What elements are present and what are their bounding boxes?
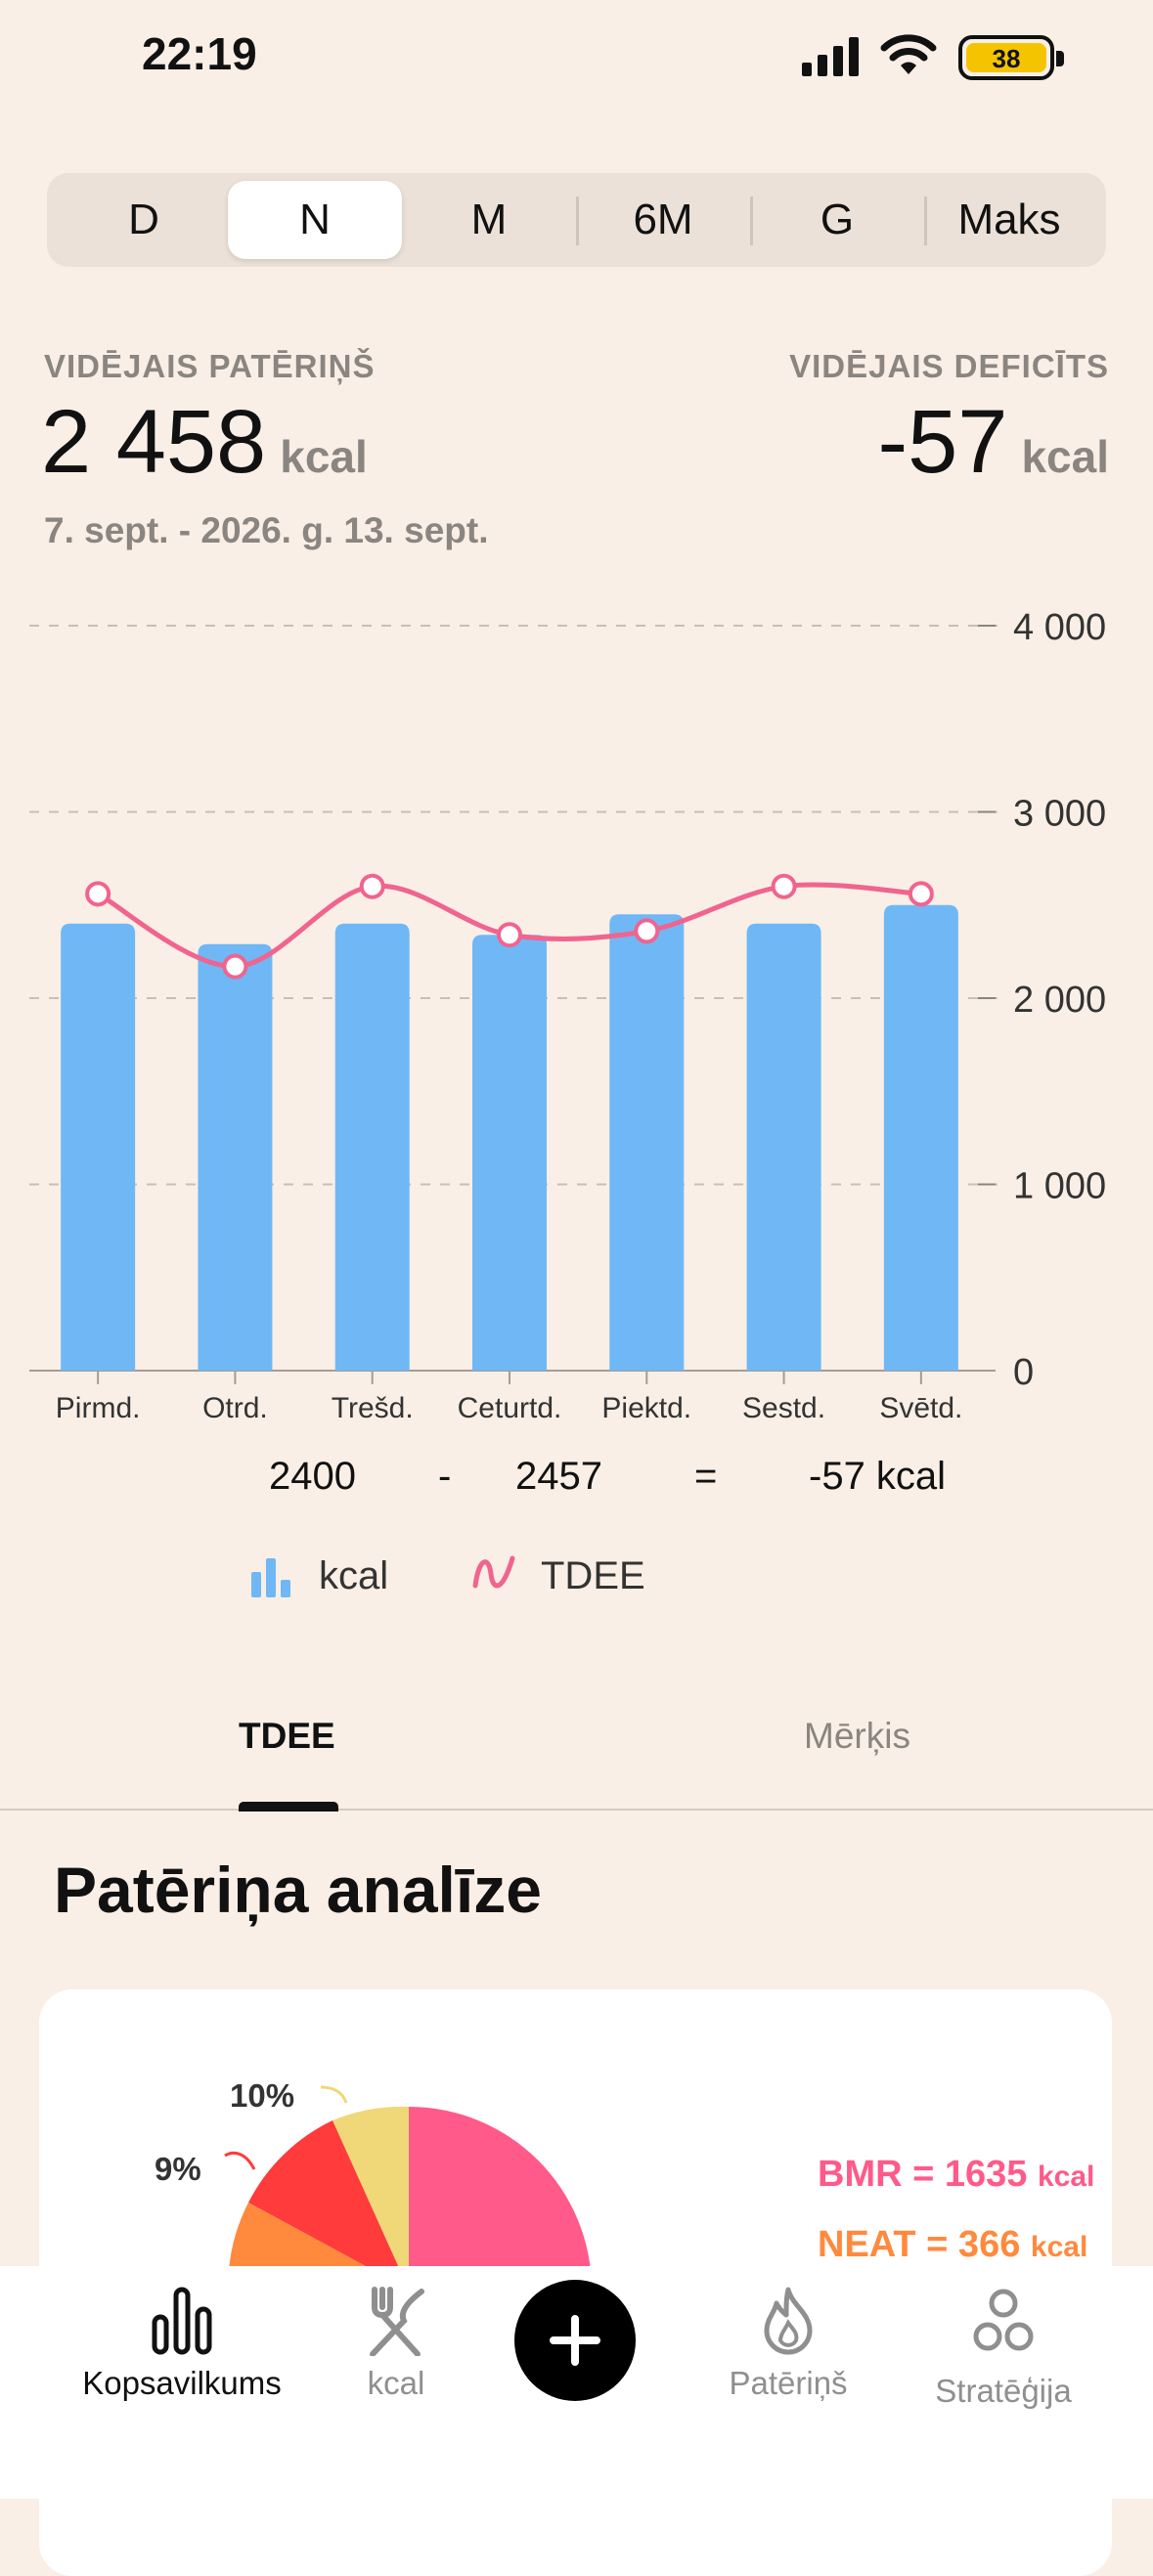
section-title: Patēriņa analīze (54, 1854, 542, 1926)
neat-legend: NEAT = 366 kcal (818, 2224, 1088, 2265)
flame-icon (764, 2287, 813, 2355)
pie-slice-9pct (248, 2120, 406, 2283)
battery-level: 38 (992, 44, 1021, 73)
tab-indicator (239, 1802, 338, 1812)
nav-item-strategy[interactable]: Stratēģija (888, 2266, 1119, 2410)
x-tick-label: Otrd. (202, 1392, 268, 1424)
plus-icon (550, 2315, 600, 2366)
y-tick-label: 0 (1013, 1352, 1034, 1393)
pie-slice-bmr (409, 2107, 592, 2283)
intake-chart: 4 000 3 000 2 000 1 000 0 Pirmd. Otrd. Trešd. Ce… (29, 607, 1106, 1424)
nav-item-kcal[interactable]: kcal (281, 2266, 511, 2402)
pie-label-9pct: 9% (155, 2151, 201, 2187)
nav-item-summary[interactable]: Kopsavilkums (67, 2266, 297, 2402)
tdee-point-Sestd. (771, 873, 797, 899)
tdee-point-Svētd. (908, 881, 934, 907)
nav-item-intake[interactable]: Patēriņš (673, 2266, 904, 2402)
period-option-g[interactable]: G (820, 196, 855, 243)
summary-icon (152, 2287, 212, 2355)
bar-Svētd. (883, 904, 958, 1371)
line-chart-legend-icon (472, 1555, 515, 1589)
bar-Ceturtd. (472, 935, 547, 1371)
nav-label-summary: Kopsavilkums (82, 2365, 282, 2401)
period-option-m[interactable]: M (470, 196, 508, 243)
period-option-maks[interactable]: Maks (957, 196, 1061, 243)
period-option-d[interactable]: D (128, 196, 159, 243)
equation-result: -57 kcal (809, 1455, 947, 1498)
avg-intake-label: VIDĒJAIS PATĒRIŅŠ (44, 348, 376, 384)
status-time: 22:19 (142, 28, 257, 79)
nav-label-strategy: Stratēģija (935, 2373, 1072, 2409)
nav-label-kcal: kcal (367, 2365, 425, 2401)
y-tick-label: 1 000 (1013, 1166, 1106, 1207)
x-tick-label: Trešd. (332, 1392, 414, 1424)
wifi-icon (880, 34, 937, 74)
tdee-point-Pirmd. (85, 881, 111, 907)
tab-goal[interactable]: Mērķis (804, 1716, 910, 1756)
equation-tdee: 2457 (515, 1455, 602, 1498)
battery-icon: 38 (958, 35, 1064, 80)
equation-equals: = (694, 1455, 718, 1498)
date-range: 7. sept. - 2026. g. 13. sept. (44, 510, 489, 550)
period-selector: D N M 6M G Maks (47, 173, 1106, 267)
equation-minus: - (438, 1455, 452, 1498)
tdee-point-Piektd. (634, 918, 660, 944)
bar-chart-legend-icon (251, 1558, 290, 1597)
fork-knife-icon (370, 2287, 424, 2357)
tdee-point-Trešd. (359, 873, 385, 899)
bar-Trešd. (334, 923, 410, 1371)
signal-icon (802, 37, 859, 76)
x-tick-label: Sestd. (742, 1392, 825, 1424)
intake-pie-chart (224, 2085, 592, 2283)
y-tick-label: 4 000 (1013, 607, 1106, 648)
period-option-n[interactable]: N (228, 181, 402, 259)
x-tick-label: Svētd. (879, 1392, 962, 1424)
avg-intake-value: 2 458 kcal (41, 392, 368, 492)
bar-Piektd. (609, 914, 685, 1371)
pie-slice-neat (229, 2203, 397, 2283)
equation-intake: 2400 (269, 1455, 356, 1498)
tab-tdee[interactable]: TDEE (239, 1716, 335, 1756)
bar-Pirmd. (61, 923, 136, 1371)
pie-slice-10pct (333, 2106, 409, 2283)
add-button[interactable] (514, 2280, 636, 2401)
x-tick-label: Piektd. (601, 1392, 691, 1424)
avg-deficit-unit: kcal (1021, 431, 1109, 482)
avg-intake-unit: kcal (280, 431, 368, 482)
tdee-point-Otrd. (222, 953, 248, 980)
y-tick-label: 2 000 (1013, 980, 1106, 1021)
x-tick-label: Pirmd. (56, 1392, 141, 1424)
tab-divider (0, 1809, 1153, 1811)
avg-deficit-value: -57 kcal (877, 392, 1110, 492)
legend-tdee: TDEE (541, 1554, 645, 1597)
strategy-icon (973, 2289, 1034, 2351)
pie-label-10pct: 10% (230, 2077, 295, 2114)
status-bar: 22:19 38 (0, 0, 1153, 108)
period-option-6m[interactable]: 6M (633, 196, 693, 243)
y-tick-label: 3 000 (1013, 794, 1106, 835)
bmr-legend: BMR = 1635 kcal (818, 2154, 1095, 2195)
legend-kcal: kcal (319, 1554, 389, 1597)
bar-Otrd. (198, 943, 273, 1371)
nav-label-intake: Patēriņš (729, 2365, 848, 2401)
avg-deficit-label: VIDĒJAIS DEFICĪTS (789, 348, 1109, 384)
x-tick-label: Ceturtd. (458, 1392, 562, 1424)
tdee-point-Ceturtd. (497, 922, 522, 948)
bar-Sestd. (746, 923, 821, 1371)
